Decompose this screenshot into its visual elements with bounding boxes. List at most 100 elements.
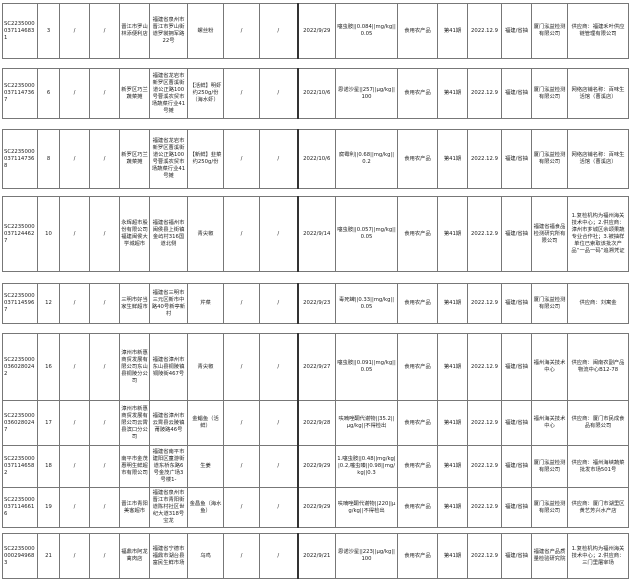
cell-category: 食用农产品 (397, 487, 438, 528)
cell-spec: / (223, 68, 260, 119)
cell-category: 食用农产品 (397, 533, 438, 579)
cell-category: 食用农产品 (397, 400, 438, 446)
table-row: SC22350000360280242 16// 漳州市新惠商贸发展有限公司东山县铜… (2, 333, 629, 401)
cell-spec: / (223, 533, 260, 579)
table-row: SC22350000002949683 21// 福鼎市阿龙禽肉店 福建省宁德市福鼎市… (2, 533, 629, 579)
cell-seq-no: 21 (37, 533, 60, 579)
cell-production-date: 2022/9/27 (296, 333, 336, 401)
results-table-group: SC22350000371244627 10// 永辉超市股份有限公司福建闽侯大学城… (2, 196, 629, 272)
cell-manufacturer: / (59, 129, 90, 189)
cell-task-source: 福建/省抽 (501, 283, 532, 324)
cell-sampled-unit-address: 福建省漳州市东山县铜陵镇铜陵街467号 (149, 333, 188, 401)
cell-food-name: 乌鸡 (187, 533, 224, 579)
cell-seq-no: 8 (37, 129, 60, 189)
cell-failed-item: 恩诺沙星||257||μg/kg||100 (335, 68, 398, 119)
cell-sampled-unit-address: 福建省宁德市福鼎市湖台县富民生鲜市场 (149, 533, 188, 579)
cell-issue: 第41期 (437, 487, 468, 528)
cell-announce-date: 2022.12.9 (467, 129, 502, 189)
cell-brand: / (259, 283, 298, 324)
table-row: SC22350000371146616 19// 晋江市青阳美客超市 福建省泉州市晋江… (2, 487, 629, 528)
cell-sampled-unit: 漳州市新惠商贸发展有限公司东山县铜陵分公司 (119, 333, 150, 401)
cell-test-agency: 福建省福食品检测研究所有限公司 (531, 196, 568, 272)
cell-food-name: 青尖椒 (187, 333, 224, 401)
cell-food-name: 芹菜 (187, 283, 224, 324)
table-row: SC22350000371244627 10// 永辉超市股份有限公司福建闽侯大学城… (2, 196, 629, 272)
cell-sampled-unit: 福鼎市阿龙禽肉店 (119, 533, 150, 579)
cell-category: 食用农产品 (397, 196, 438, 272)
cell-issue: 第41期 (437, 283, 468, 324)
cell-task-source: 福建/省抽 (501, 533, 532, 579)
cell-remarks: 1.复检机构为福州海关技术中心；2.供应商：漳州市芗城区余颂果蔬专业合作社；3.… (567, 196, 629, 272)
cell-food-name: 螺丝粉 (187, 3, 224, 59)
cell-remarks: 网络店铺名称：百味生活馆（曹溪店） (567, 68, 629, 119)
cell-category: 食用农产品 (397, 129, 438, 189)
cell-seq-no: 19 (37, 487, 60, 528)
cell-failed-item: 呋喃唑酮代谢物||35.2||μg/kg||不得检出 (335, 400, 398, 446)
table-row: SC22350000371145967 12// 三明市好当家生鲜超市 福建省三明市三… (2, 283, 629, 324)
cell-sample-id: SC22350000371147367 (2, 68, 38, 119)
cell-sampled-unit-address: 福建省龙岩市新罗区曹溪街道公正路100号曹溪农贸市场蔬菜行业41号摊 (149, 129, 188, 189)
cell-failed-item: 1.噻虫胺||0.48||mg/kg||0.2,噻虫嗪||0.98||mg/kg… (335, 445, 398, 488)
cell-test-agency: 厦门泓益检测有限公司 (531, 487, 568, 528)
cell-manufacturer: / (59, 283, 90, 324)
cell-sampled-unit: 永辉超市股份有限公司福建闽侯大学城超市 (119, 196, 150, 272)
cell-issue: 第41期 (437, 3, 468, 59)
cell-announce-date: 2022.12.9 (467, 68, 502, 119)
cell-failed-item: 噻虫胺||0.091||mg/kg||0.05 (335, 333, 398, 401)
cell-sampled-unit-address: 福建省泉州市晋江市罗山街道罗裳拥军路22号 (149, 3, 188, 59)
cell-failed-item: 毒死蜱||0.33||mg/kg||0.05 (335, 283, 398, 324)
cell-seq-no: 18 (37, 445, 60, 488)
cell-sampled-unit: 南平市金茂惠明生鲜超市有限公司 (119, 445, 150, 488)
cell-production-date: 2022/9/21 (296, 533, 336, 579)
cell-sample-id: SC22350000371244627 (2, 196, 38, 272)
cell-brand: / (259, 68, 298, 119)
cell-sample-id: SC22350000371146831 (2, 3, 38, 59)
cell-sampled-unit: 晋江市罗山林添便利店 (119, 3, 150, 59)
cell-spec: / (223, 283, 260, 324)
cell-failed-item: 呋喃唑酮代谢物||220||μg/kg||不得检出 (335, 487, 398, 528)
cell-announce-date: 2022.12.9 (467, 533, 502, 579)
cell-sampled-unit: 新罗区巧兰蔬菜摊 (119, 129, 150, 189)
cell-sample-id: SC22350000371145967 (2, 283, 38, 324)
cell-brand: / (259, 533, 298, 579)
cell-test-agency: 厦门泓益检测有限公司 (531, 3, 568, 59)
cell-sampled-unit-address: 福建省漳州市云霄县云陵镇莆陂路46号 (149, 400, 188, 446)
cell-brand: / (259, 445, 298, 488)
cell-sample-id: SC22350000360280242 (2, 333, 38, 401)
cell-sample-id: SC22350000360280247 (2, 400, 38, 446)
cell-sampled-unit-address: 福建省福州市闽侯县上街镇金屿村316国道北侧 (149, 196, 188, 272)
table-row: SC22350000371146831 3// 晋江市罗山林添便利店 福建省泉州市晋江… (2, 3, 629, 59)
cell-manufacturer: / (59, 68, 90, 119)
cell-announce-date: 2022.12.9 (467, 283, 502, 324)
cell-remarks: 供应商：闽南农副产品物流中心B12-78 (567, 333, 629, 401)
cell-food-name: 金鲳鱼（活鲜） (187, 400, 224, 446)
cell-test-agency: 厦门泓益检测有限公司 (531, 68, 568, 119)
cell-manufacturer-address: / (89, 400, 120, 446)
cell-announce-date: 2022.12.9 (467, 400, 502, 446)
cell-seq-no: 17 (37, 400, 60, 446)
results-table-group: SC22350000371145967 12// 三明市好当家生鲜超市 福建省三明市三… (2, 283, 629, 324)
cell-issue: 第41期 (437, 445, 468, 488)
cell-test-agency: 福州海关技术中心 (531, 400, 568, 446)
cell-food-name: 【新鲜】韭菜约250g/份 (187, 129, 224, 189)
cell-manufacturer-address: / (89, 68, 120, 119)
cell-sample-id: SC22350000002949683 (2, 533, 38, 579)
cell-sampled-unit-address: 福建省泉州市晋江市青阳街道陈村社区世纪大道318号宝龙 (149, 487, 188, 528)
cell-task-source: 福建/省抽 (501, 400, 532, 446)
cell-seq-no: 10 (37, 196, 60, 272)
cell-production-date: 2022/9/28 (296, 400, 336, 446)
cell-production-date: 2022/9/14 (296, 196, 336, 272)
cell-spec: / (223, 445, 260, 488)
cell-manufacturer: / (59, 533, 90, 579)
cell-manufacturer: / (59, 487, 90, 528)
cell-brand: / (259, 487, 298, 528)
cell-issue: 第41期 (437, 129, 468, 189)
cell-brand: / (259, 333, 298, 401)
cell-sampled-unit-address: 福建省龙岩市新罗区曹溪街道公正路100号曹溪农贸市场蔬菜行业41号摊 (149, 68, 188, 119)
cell-remarks: 供应商：福州海峡蔬菜批发市场501号 (567, 445, 629, 488)
cell-task-source: 福建/省抽 (501, 487, 532, 528)
cell-production-date: 2022/9/29 (296, 487, 336, 528)
cell-brand: / (259, 129, 298, 189)
table-row: SC22350000371146582 18// 南平市金茂惠明生鲜超市有限公司 福建… (2, 445, 629, 488)
cell-sample-id: SC22350000371146616 (2, 487, 38, 528)
